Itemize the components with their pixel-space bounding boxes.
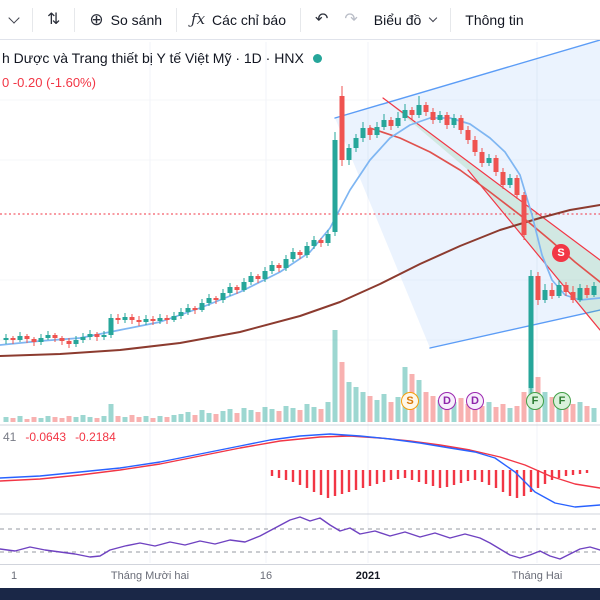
time-axis-label: Tháng Hai — [511, 570, 563, 582]
signal-badge-s[interactable]: S — [552, 244, 570, 262]
signal-badge-f[interactable]: F — [526, 392, 544, 410]
time-axis-label: 16 — [259, 570, 273, 582]
macd-legend: 41 -0.0643 -0.2184 — [3, 430, 116, 444]
time-axis-label: 2021 — [355, 570, 381, 582]
layout-button[interactable]: Biểu đồ — [366, 6, 444, 34]
bottom-bar — [0, 588, 600, 600]
macd-value-2: -0.2184 — [75, 430, 116, 444]
info-button[interactable]: Thông tin — [457, 6, 531, 34]
toolbar-separator — [299, 7, 301, 32]
signal-badge-s[interactable]: S — [401, 392, 419, 410]
undo-button[interactable]: ↶ — [307, 6, 336, 34]
redo-icon: ↷ — [344, 10, 358, 28]
time-axis-label: Tháng Mười hai — [110, 570, 190, 582]
macd-pane — [0, 433, 600, 508]
symbol-menu-button[interactable] — [2, 11, 26, 28]
layout-label: Biểu đồ — [373, 11, 422, 28]
chart-style-button[interactable]: ⇅ — [39, 6, 68, 34]
macd-param: 41 — [3, 430, 17, 444]
indicators-button[interactable]: ƒx Các chỉ báo — [183, 6, 294, 34]
indicators-label: Các chỉ báo — [212, 11, 286, 28]
redo-button[interactable]: ↷ — [336, 6, 365, 34]
chevron-down-icon — [429, 13, 438, 22]
top-toolbar: ⇅ ⊕ So sánh ƒx Các chỉ báo ↶ ↷ Biểu đồ T… — [0, 0, 600, 40]
signal-badge-f[interactable]: F — [553, 392, 571, 410]
channels-layer — [334, 39, 600, 349]
signal-badge-d[interactable]: D — [438, 392, 456, 410]
compare-button[interactable]: ⊕ So sánh — [81, 5, 170, 34]
compare-label: So sánh — [110, 11, 163, 28]
time-axis[interactable]: 1 Tháng Mười hai 16 2021 Tháng Hai — [0, 564, 600, 588]
symbol-title-row[interactable]: h Dược và Trang thiết bị Y tế Việt Mỹ · … — [2, 50, 322, 66]
fx-icon: ƒx — [191, 10, 206, 28]
candles-layer — [3, 86, 597, 393]
price-change: 0 -0.20 (-1.60%) — [2, 75, 96, 90]
pane-separators — [0, 424, 600, 515]
toolbar-separator — [176, 7, 178, 32]
circle-plus-icon: ⊕ — [89, 10, 104, 29]
toolbar-separator — [450, 7, 452, 32]
market-status-dot — [312, 53, 322, 63]
signal-badge-d[interactable]: D — [466, 392, 484, 410]
macd-value-1: -0.0643 — [25, 430, 67, 444]
arrows-up-down-icon: ⇅ — [47, 10, 61, 28]
symbol-title: h Dược và Trang thiết bị Y tế Việt Mỹ · … — [2, 50, 304, 66]
time-axis-label: 1 — [10, 570, 18, 582]
undo-icon: ↶ — [314, 10, 329, 28]
toolbar-separator — [32, 7, 33, 32]
chevron-down-icon — [8, 11, 20, 24]
info-label: Thông tin — [465, 11, 524, 28]
toolbar-separator — [74, 7, 76, 32]
oscillator-pane — [0, 516, 600, 560]
volume-layer — [3, 330, 597, 422]
symbol-legend: h Dược và Trang thiết bị Y tế Việt Mỹ · … — [2, 50, 322, 90]
